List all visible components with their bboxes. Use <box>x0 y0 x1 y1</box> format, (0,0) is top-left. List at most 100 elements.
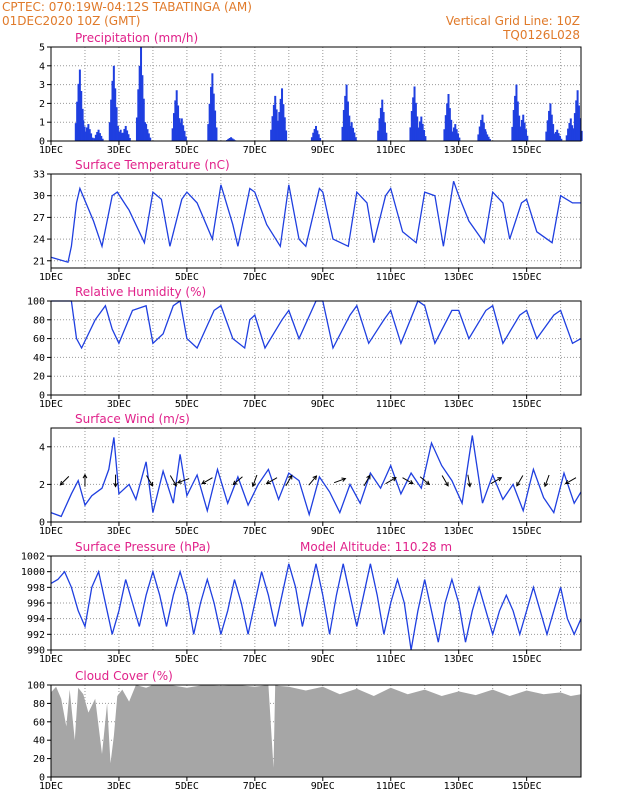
wind-arrow <box>251 474 258 488</box>
y-tick-label: 1000 <box>21 567 45 578</box>
x-tick-label: 3DEC <box>107 399 131 410</box>
x-tick-label: 5DEC <box>175 272 199 283</box>
precip-bar <box>416 116 419 141</box>
wind-arrow-head <box>148 481 154 487</box>
wind-arrow-head <box>564 479 570 485</box>
x-tick-label: 3DEC <box>107 145 131 156</box>
panel-pres: 990 992 994 996 998 1000 1002 1DEC 3DEC 5DEC 7DEC 9… <box>21 540 582 665</box>
precip-bar <box>274 95 277 141</box>
precip-bar <box>281 88 284 141</box>
precip-bar <box>580 130 583 141</box>
precip-bar <box>457 133 460 141</box>
wind-arrow-head <box>232 480 238 486</box>
cloud-cover-area <box>51 685 581 777</box>
x-tick-label: 11DEC <box>376 781 406 792</box>
precip-bar <box>141 75 144 141</box>
x-tick-label: 3DEC <box>107 654 131 665</box>
precip-bar <box>424 136 427 141</box>
y-tick-label: 60 <box>33 717 45 728</box>
precip-bar <box>342 109 345 141</box>
y-tick-label: 2 <box>39 99 45 110</box>
x-tick-label: 1DEC <box>39 781 63 792</box>
precip-bar <box>93 138 96 141</box>
precip-bar <box>208 103 211 141</box>
precip-bar <box>486 134 489 141</box>
wind-series-line <box>50 435 582 518</box>
panel-frame <box>50 46 582 142</box>
x-tick-label: 11DEC <box>376 272 406 283</box>
precip-bar <box>180 118 183 141</box>
y-tick-label: 2 <box>39 480 45 491</box>
precip-bar <box>482 122 485 141</box>
panel-rh: 0 20 40 60 80 100 1DEC 3DEC 5DEC 7DEC 9DEC 11DEC 13D… <box>27 285 582 410</box>
precip-bar <box>423 130 426 141</box>
x-tick-label: 1DEC <box>39 272 63 283</box>
precip-bar <box>282 104 285 141</box>
precip-bar <box>511 126 514 141</box>
precip-bar <box>279 98 282 141</box>
precip-bar <box>483 133 486 141</box>
wind-arrow-head <box>59 480 65 486</box>
precip-bar <box>126 130 129 141</box>
precip-bar <box>82 120 85 141</box>
precip-bar <box>179 122 182 141</box>
precip-bar <box>354 137 357 141</box>
wind-arrow-shaft <box>544 474 550 487</box>
x-tick-label: 15DEC <box>512 526 542 537</box>
precip-bar <box>211 73 214 141</box>
x-tick-label: 11DEC <box>376 145 406 156</box>
x-tick-label: 9DEC <box>311 526 335 537</box>
precip-bar <box>97 129 100 141</box>
precip-bar <box>86 127 89 141</box>
wind-arrow <box>363 474 371 487</box>
wind-arrow-shaft <box>201 477 213 485</box>
precip-bar <box>115 138 118 141</box>
precip-bar <box>78 69 81 141</box>
wind-arrow <box>169 475 177 487</box>
precip-bar <box>548 110 551 141</box>
precip-bar <box>184 136 187 141</box>
precip-bar <box>275 109 278 141</box>
precip-bar <box>271 116 274 141</box>
precip-bar <box>174 100 177 141</box>
precip-bar <box>80 90 83 141</box>
header-station: CPTEC: 070:19W-04:12S TABATINGA (AM) <box>2 0 252 14</box>
y-tick-label: 5 <box>39 43 45 54</box>
wind-arrow <box>59 476 70 486</box>
wind-arrow-shaft <box>266 477 278 485</box>
x-tick-label: 13DEC <box>444 399 474 410</box>
x-tick-label: 1DEC <box>39 145 63 156</box>
precip-bar <box>552 138 555 141</box>
wind-arrow-shaft <box>385 477 397 485</box>
precip-bar <box>315 125 317 141</box>
wind-arrow-head <box>312 475 318 481</box>
y-tick-label: 60 <box>33 334 45 345</box>
precip-bar <box>519 126 522 141</box>
precip-bar <box>557 133 560 141</box>
precip-bar <box>319 137 322 141</box>
x-tick-label: 3DEC <box>107 526 131 537</box>
x-tick-label: 13DEC <box>444 145 474 156</box>
precip-bar <box>413 86 416 141</box>
precip-bar <box>96 131 99 141</box>
precip-bar <box>231 138 234 141</box>
precip-bar <box>568 122 571 141</box>
x-tick-label: 5DEC <box>175 781 199 792</box>
y-tick-label: 24 <box>33 235 45 246</box>
precip-bar <box>450 136 453 141</box>
panel-frame <box>50 300 582 396</box>
precip-bar <box>481 114 484 141</box>
precip-bar <box>381 99 384 141</box>
wind-arrow <box>490 477 503 485</box>
precip-bar <box>579 118 582 141</box>
precip-bar <box>522 114 525 141</box>
precip-bar <box>512 109 515 141</box>
panel-title: Surface Temperature (nC) <box>75 158 230 172</box>
precip-bar <box>210 86 213 141</box>
y-tick-label: 998 <box>27 583 45 594</box>
precip-bar <box>383 122 386 141</box>
panel-frame <box>50 555 582 651</box>
precip-bar <box>416 134 419 141</box>
precip-bar <box>480 119 483 141</box>
precip-bar <box>207 124 210 141</box>
